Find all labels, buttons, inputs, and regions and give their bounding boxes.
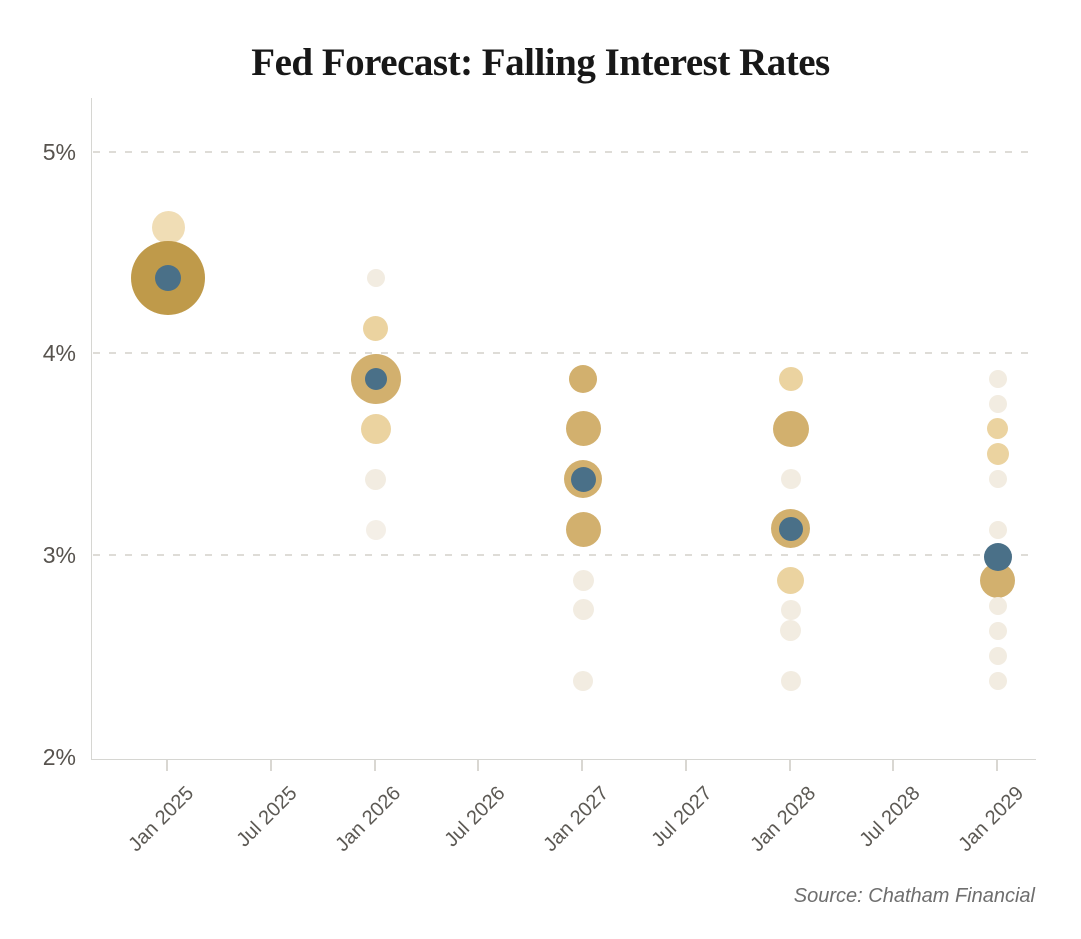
fed-dot [363, 315, 389, 341]
fed-dot [988, 647, 1007, 665]
x-tick-label: Jul 2027 [647, 782, 717, 852]
fed-dot [360, 413, 391, 444]
y-tick-label: 5% [42, 138, 76, 165]
fed-dot [988, 394, 1007, 413]
x-tick-label: Jul 2026 [440, 782, 510, 852]
market-rate-dot [778, 516, 803, 541]
x-tick-mark [477, 760, 480, 771]
fed-dot [780, 620, 801, 642]
fed-dot [988, 596, 1007, 615]
fed-dot [151, 210, 185, 244]
fed-dot [780, 599, 801, 620]
fed-dot [573, 671, 594, 692]
x-tick-label: Jan 2026 [331, 782, 406, 857]
x-tick-label: Jan 2029 [954, 782, 1028, 857]
plot-area [91, 98, 1036, 760]
y-tick-label: 3% [42, 542, 76, 569]
fed-dot [365, 468, 387, 490]
fed-dot [572, 569, 594, 591]
fed-dot [572, 599, 594, 621]
fed-dot [780, 671, 801, 692]
source-credit: Source: Chatham Financial [793, 885, 1035, 907]
x-tick-label: Jan 2027 [539, 782, 613, 857]
x-tick-mark [995, 760, 998, 771]
fed-dot [988, 520, 1007, 539]
fed-dot [988, 672, 1007, 691]
fed-dot [988, 369, 1007, 388]
fed-dot [987, 418, 1009, 440]
fed-dot [565, 512, 601, 548]
y-tick-label: 4% [42, 340, 76, 367]
fed-dot [365, 519, 386, 540]
y-tick-label: 2% [42, 743, 76, 770]
x-tick-mark [684, 760, 687, 771]
fed-dot [565, 411, 601, 447]
gridline-3% [93, 554, 1034, 557]
x-tick-mark [373, 760, 376, 771]
x-tick-label: Jan 2025 [124, 782, 199, 857]
market-rate-dot [155, 264, 182, 291]
x-tick-mark [581, 760, 584, 771]
gridline-4% [93, 352, 1034, 355]
fed-dot [780, 469, 801, 490]
market-rate-dot [983, 543, 1012, 572]
x-tick-mark [270, 760, 272, 771]
gridline-5% [93, 150, 1034, 153]
x-tick-mark [166, 760, 169, 771]
x-tick-label: Jan 2028 [746, 782, 821, 857]
market-rate-dot [364, 367, 387, 390]
fed-dot [772, 410, 809, 447]
x-tick-mark [788, 760, 791, 771]
chart-title: Fed Forecast: Falling Interest Rates [251, 41, 830, 84]
fed-dot [777, 566, 804, 594]
fed-dot [988, 621, 1007, 640]
market-rate-dot [570, 466, 596, 492]
x-tick-label: Jul 2025 [232, 782, 302, 852]
x-tick-label: Jul 2028 [855, 782, 925, 852]
fed-dot [778, 366, 803, 391]
x-tick-mark [892, 760, 895, 771]
fed-dot [988, 470, 1007, 489]
fed-dot [986, 443, 1009, 466]
fed-dot [366, 268, 385, 287]
fed-dot [569, 364, 598, 393]
